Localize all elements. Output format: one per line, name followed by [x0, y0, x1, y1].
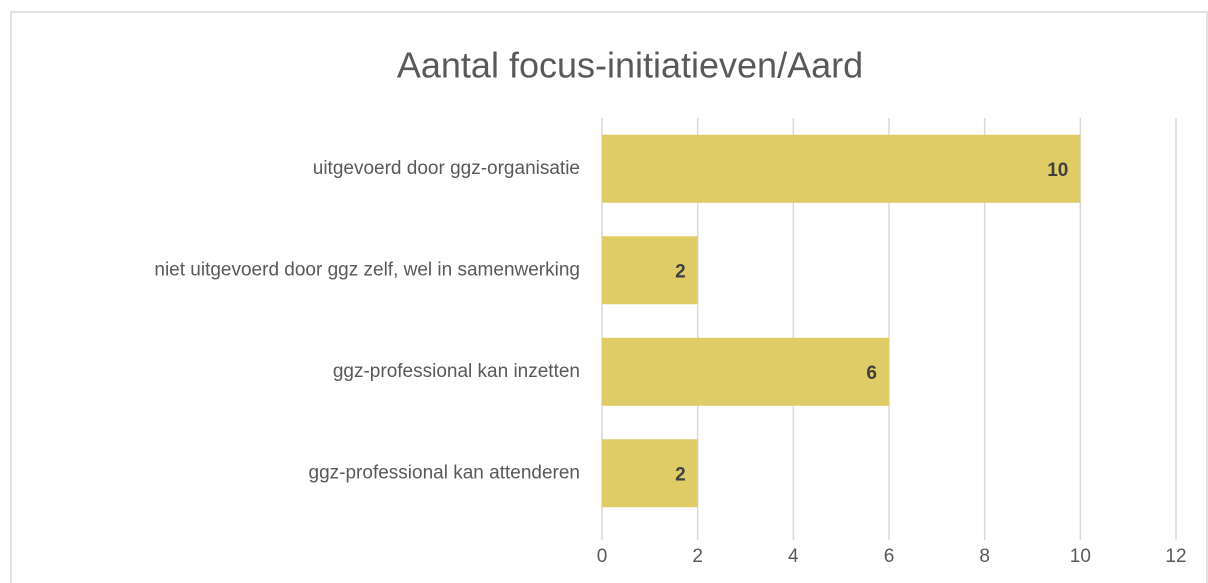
data-label: 2 [675, 261, 686, 282]
data-label: 10 [1047, 160, 1068, 181]
chart-title: Aantal focus-initiatieven/Aard [397, 45, 863, 86]
bar [602, 337, 889, 406]
bar [602, 134, 1081, 203]
x-tick-label: 4 [788, 546, 799, 567]
x-tick-label: 12 [1165, 546, 1186, 567]
bar [602, 439, 698, 508]
y-tick-label: uitgevoerd door ggz-organisatie [313, 158, 580, 179]
data-label: 2 [675, 464, 686, 485]
x-tick-label: 2 [692, 546, 703, 567]
y-tick-label: ggz-professional kan attenderen [309, 462, 580, 483]
y-tick-label: niet uitgevoerd door ggz zelf, wel in sa… [154, 259, 580, 280]
y-tick-label: ggz-professional kan inzetten [333, 361, 580, 382]
x-tick-label: 8 [979, 546, 990, 567]
x-tick-label: 0 [597, 546, 608, 567]
data-label: 6 [866, 363, 877, 384]
x-tick-label: 6 [884, 546, 895, 567]
bar [602, 236, 698, 305]
x-tick-label: 10 [1070, 546, 1091, 567]
